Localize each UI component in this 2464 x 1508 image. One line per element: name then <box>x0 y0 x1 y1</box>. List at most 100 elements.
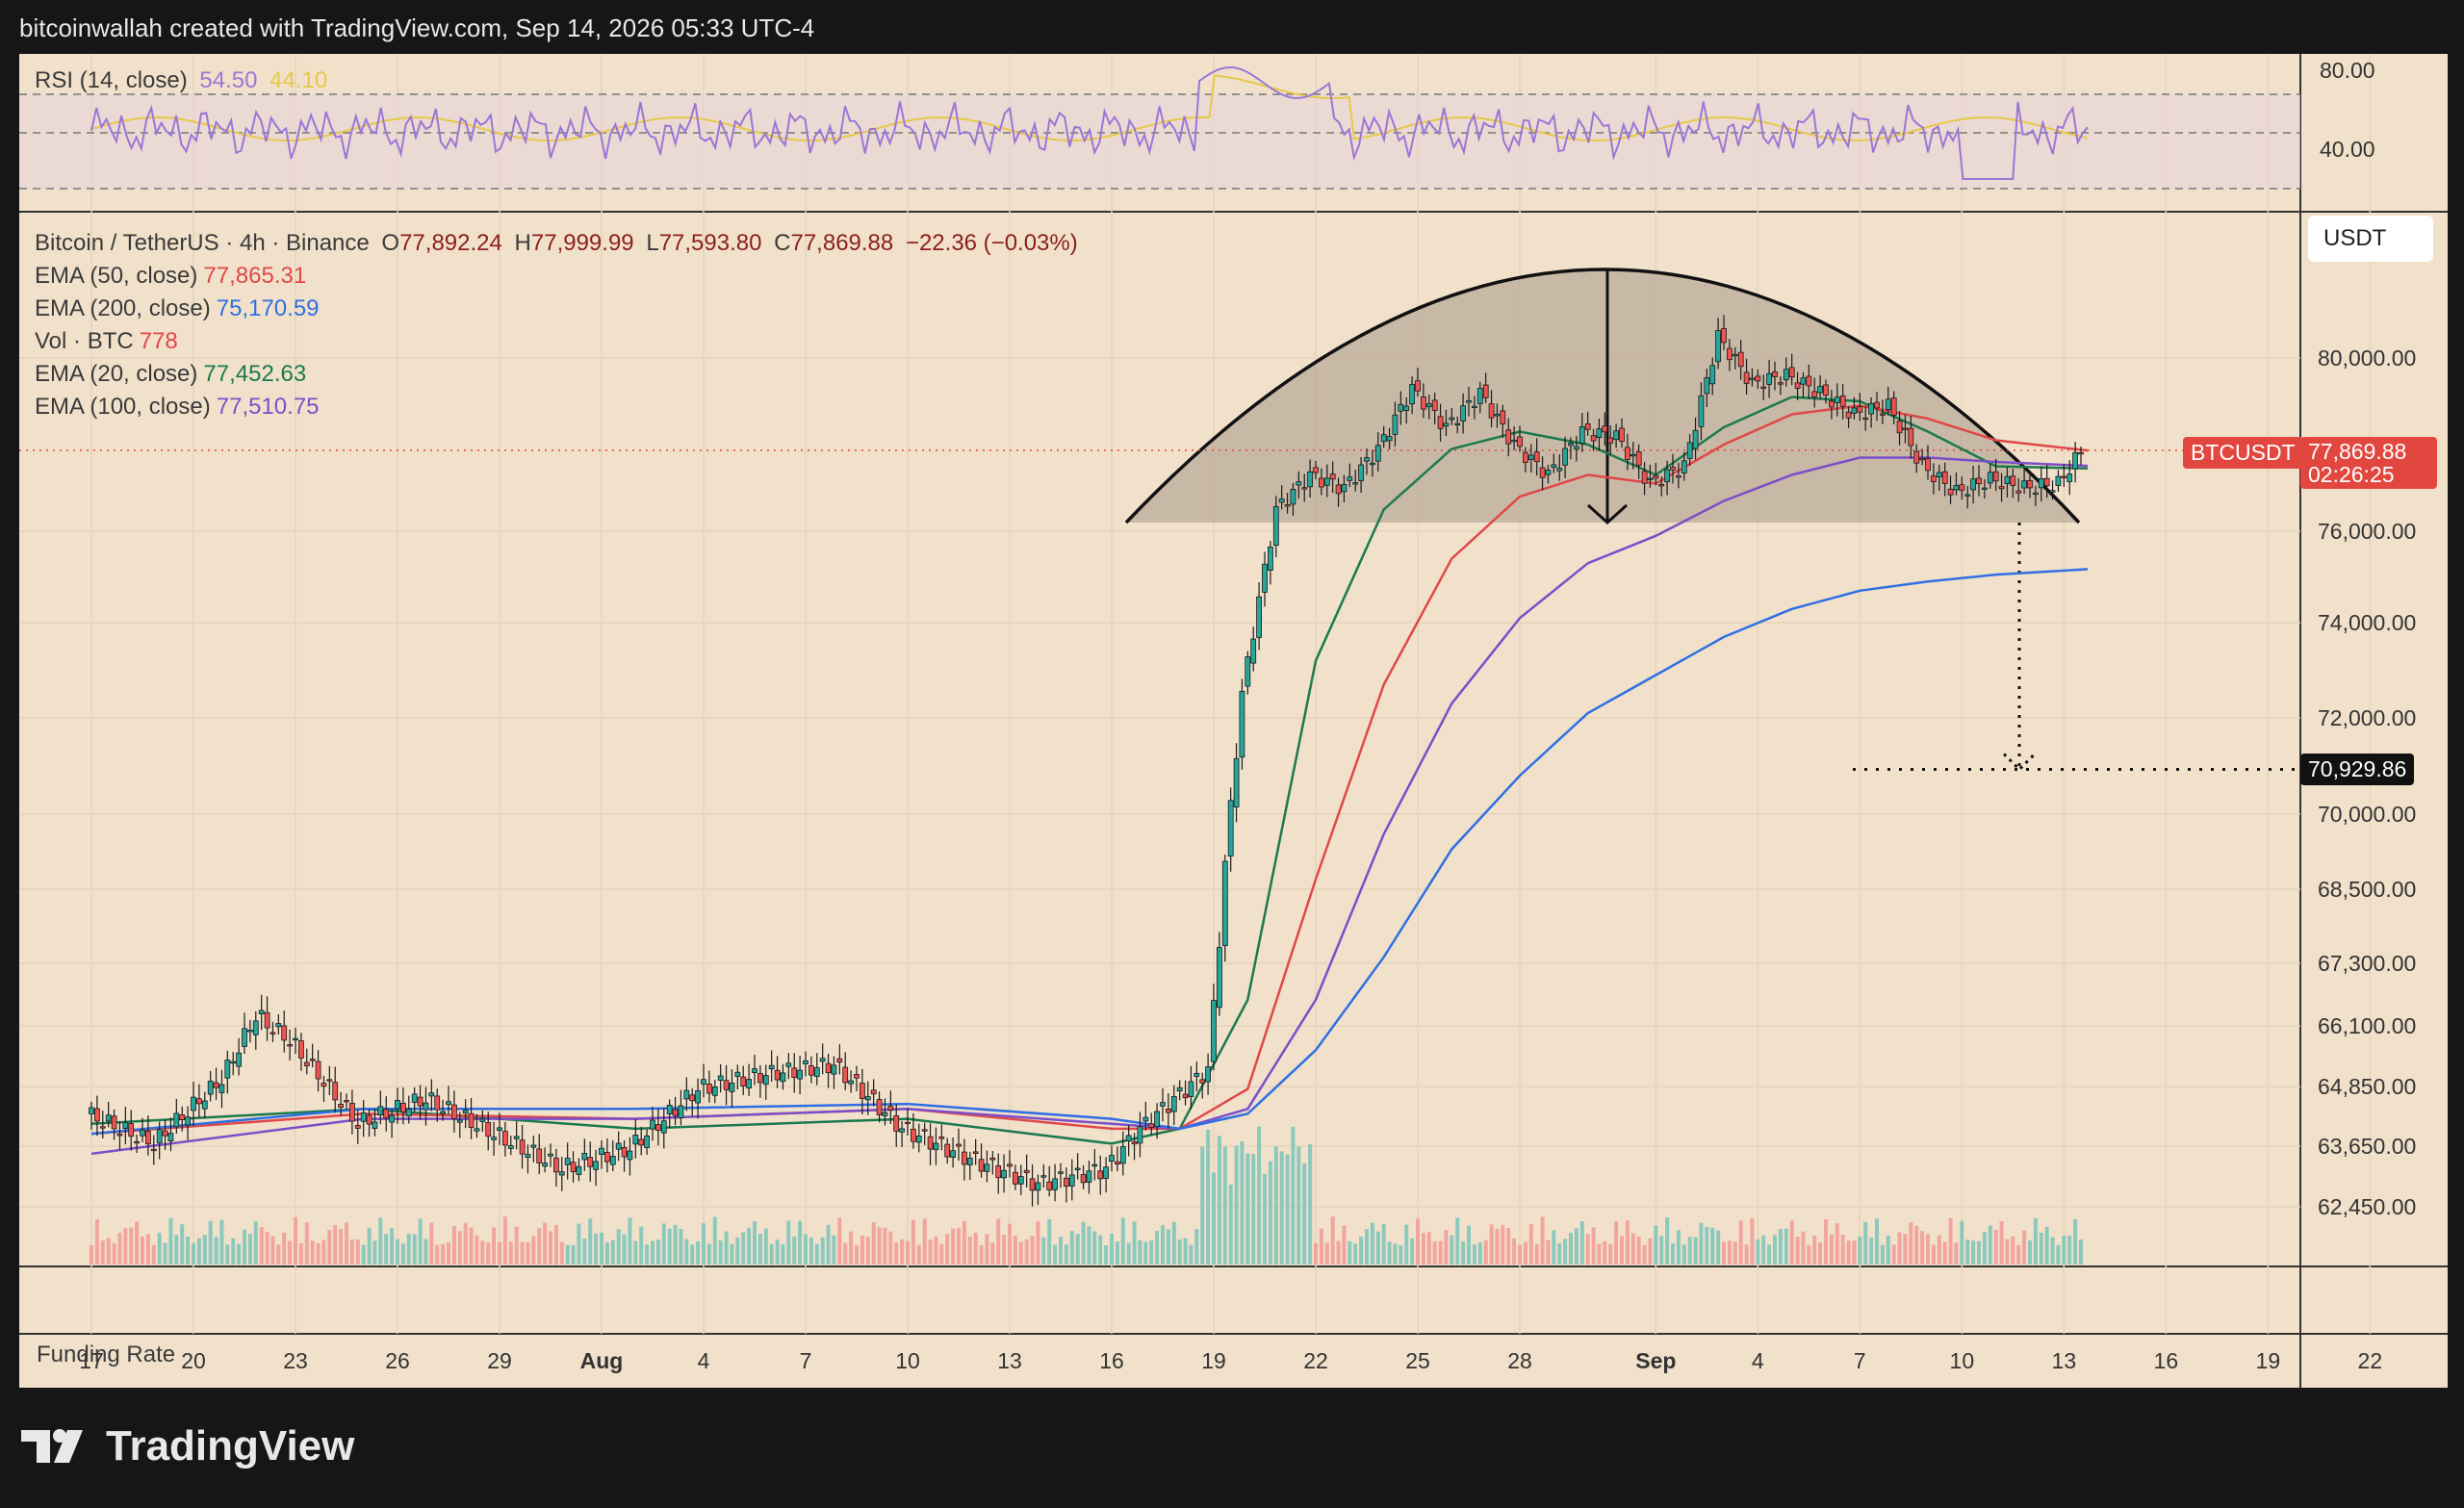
time-tick-label: 10 <box>895 1348 920 1373</box>
candle-body <box>803 1060 808 1064</box>
candle-body <box>2072 451 2079 470</box>
vol-row[interactable]: Vol · BTC 778 <box>35 325 1084 358</box>
candle-body <box>1653 474 1659 479</box>
volume-bar <box>1722 1241 1726 1265</box>
volume-bar <box>1018 1241 1023 1265</box>
candle-body <box>1760 386 1767 390</box>
time-tick-label: 22 <box>1303 1348 1328 1373</box>
time-tick-label: 26 <box>385 1348 410 1373</box>
candle-body <box>140 1129 145 1137</box>
time-tick-label: 22 <box>2358 1348 2383 1373</box>
time-tick-label: 17 <box>79 1348 104 1373</box>
price-tick-label: 62,450.00 <box>2318 1194 2416 1219</box>
candle-body <box>1341 484 1348 493</box>
candle-body <box>899 1128 905 1133</box>
candle-body <box>1170 1096 1177 1112</box>
volume-bar <box>157 1233 162 1265</box>
volume-bar <box>1030 1236 1035 1265</box>
volume-bar <box>1846 1240 1851 1265</box>
candle-body <box>1607 437 1614 444</box>
chart-svg[interactable]: 80,000.00 76,000.00 74,000.00 72,000.00 70,0… <box>19 54 2448 1388</box>
volume-bar <box>1450 1235 1454 1265</box>
time-tick-label: Sep <box>1635 1348 1676 1373</box>
candle-body <box>275 1023 282 1028</box>
volume-bar <box>1489 1224 1494 1265</box>
candle-body <box>162 1130 168 1137</box>
rsi-value: 54.50 <box>199 67 258 93</box>
volume-bar <box>1348 1240 1352 1265</box>
tradingview-logo[interactable]: TradingView <box>21 1422 354 1470</box>
volume-bar <box>763 1228 768 1265</box>
volume-bar <box>1705 1226 1709 1265</box>
candle-body <box>746 1079 752 1088</box>
h-value: 77,999.99 <box>530 230 634 256</box>
volume-bar <box>94 1219 99 1265</box>
volume-bar <box>192 1242 195 1265</box>
candle-body <box>1970 478 1976 491</box>
candle-body <box>1068 1174 1075 1187</box>
volume-bar <box>1416 1218 1420 1265</box>
volume-bar <box>1399 1245 1403 1265</box>
volume-bar <box>276 1244 281 1265</box>
volume-bar <box>1472 1244 1476 1265</box>
volume-bar <box>769 1243 774 1265</box>
volume-bar <box>508 1241 513 1265</box>
ema20-row[interactable]: EMA (20, close) 77,452.63 <box>35 358 1084 391</box>
height-arrow-head <box>1586 503 1629 525</box>
ema100-row[interactable]: EMA (100, close) 77,510.75 <box>35 391 1084 423</box>
currency-button[interactable]: USDT <box>2308 216 2433 262</box>
candle-body <box>905 1121 911 1125</box>
volume-bar <box>520 1241 525 1265</box>
volume-bar <box>633 1240 638 1265</box>
candle-body <box>2027 479 2033 489</box>
volume-bar <box>333 1225 338 1265</box>
candle-body <box>1421 396 1426 410</box>
c-label: C <box>774 230 791 256</box>
volume-bar <box>1636 1236 1641 1265</box>
candle-body <box>344 1100 349 1103</box>
candle-body <box>1278 498 1285 503</box>
candle-body <box>604 1152 610 1163</box>
candle-body <box>1778 382 1784 385</box>
candle-body <box>1533 451 1540 463</box>
candle-body <box>757 1073 763 1084</box>
main-legend[interactable]: Bitcoin / TetherUS · 4h · Binance O77,89… <box>35 227 1084 423</box>
volume-bar <box>2050 1237 2055 1265</box>
volume-bar <box>985 1234 989 1265</box>
volume-bar <box>1263 1173 1267 1265</box>
volume-bar <box>412 1234 417 1265</box>
candle-body <box>530 1144 537 1148</box>
candle-body <box>819 1058 826 1062</box>
candle-body <box>706 1084 712 1094</box>
symbol-row[interactable]: Bitcoin / TetherUS · 4h · Binance O77,89… <box>35 227 1084 260</box>
rsi-legend[interactable]: RSI (14, close) 54.50 44.10 <box>35 67 333 94</box>
grid-lines <box>19 54 2448 1388</box>
ema50-row[interactable]: EMA (50, close) 77,865.31 <box>35 260 1084 293</box>
volume-bar <box>922 1218 927 1265</box>
volume-bar <box>962 1220 966 1265</box>
volume-bar <box>367 1227 372 1265</box>
volume-bar <box>2005 1239 2010 1265</box>
volume-bar <box>514 1226 519 1265</box>
volume-bar <box>1387 1241 1392 1265</box>
candle-body <box>564 1158 571 1165</box>
volume-bars <box>90 1126 2083 1265</box>
candle-body <box>599 1147 604 1155</box>
candle-body <box>1664 469 1670 482</box>
candle-body <box>2032 492 2039 496</box>
candle-body <box>1880 413 1886 416</box>
candle-body <box>678 1105 684 1118</box>
candle-body <box>1766 372 1772 385</box>
candle-body <box>1211 1000 1217 1062</box>
candle-body <box>729 1083 735 1092</box>
volume-bar <box>168 1217 173 1265</box>
volume-bar <box>486 1242 491 1265</box>
candle-body <box>395 1100 400 1110</box>
volume-bar <box>877 1227 882 1265</box>
candle-body <box>581 1153 588 1161</box>
volume-bar <box>1370 1222 1374 1265</box>
ema200-row[interactable]: EMA (200, close) 75,170.59 <box>35 293 1084 325</box>
candle-body <box>1431 399 1438 411</box>
candle-body <box>915 1136 922 1143</box>
volume-bar <box>2028 1240 2032 1265</box>
